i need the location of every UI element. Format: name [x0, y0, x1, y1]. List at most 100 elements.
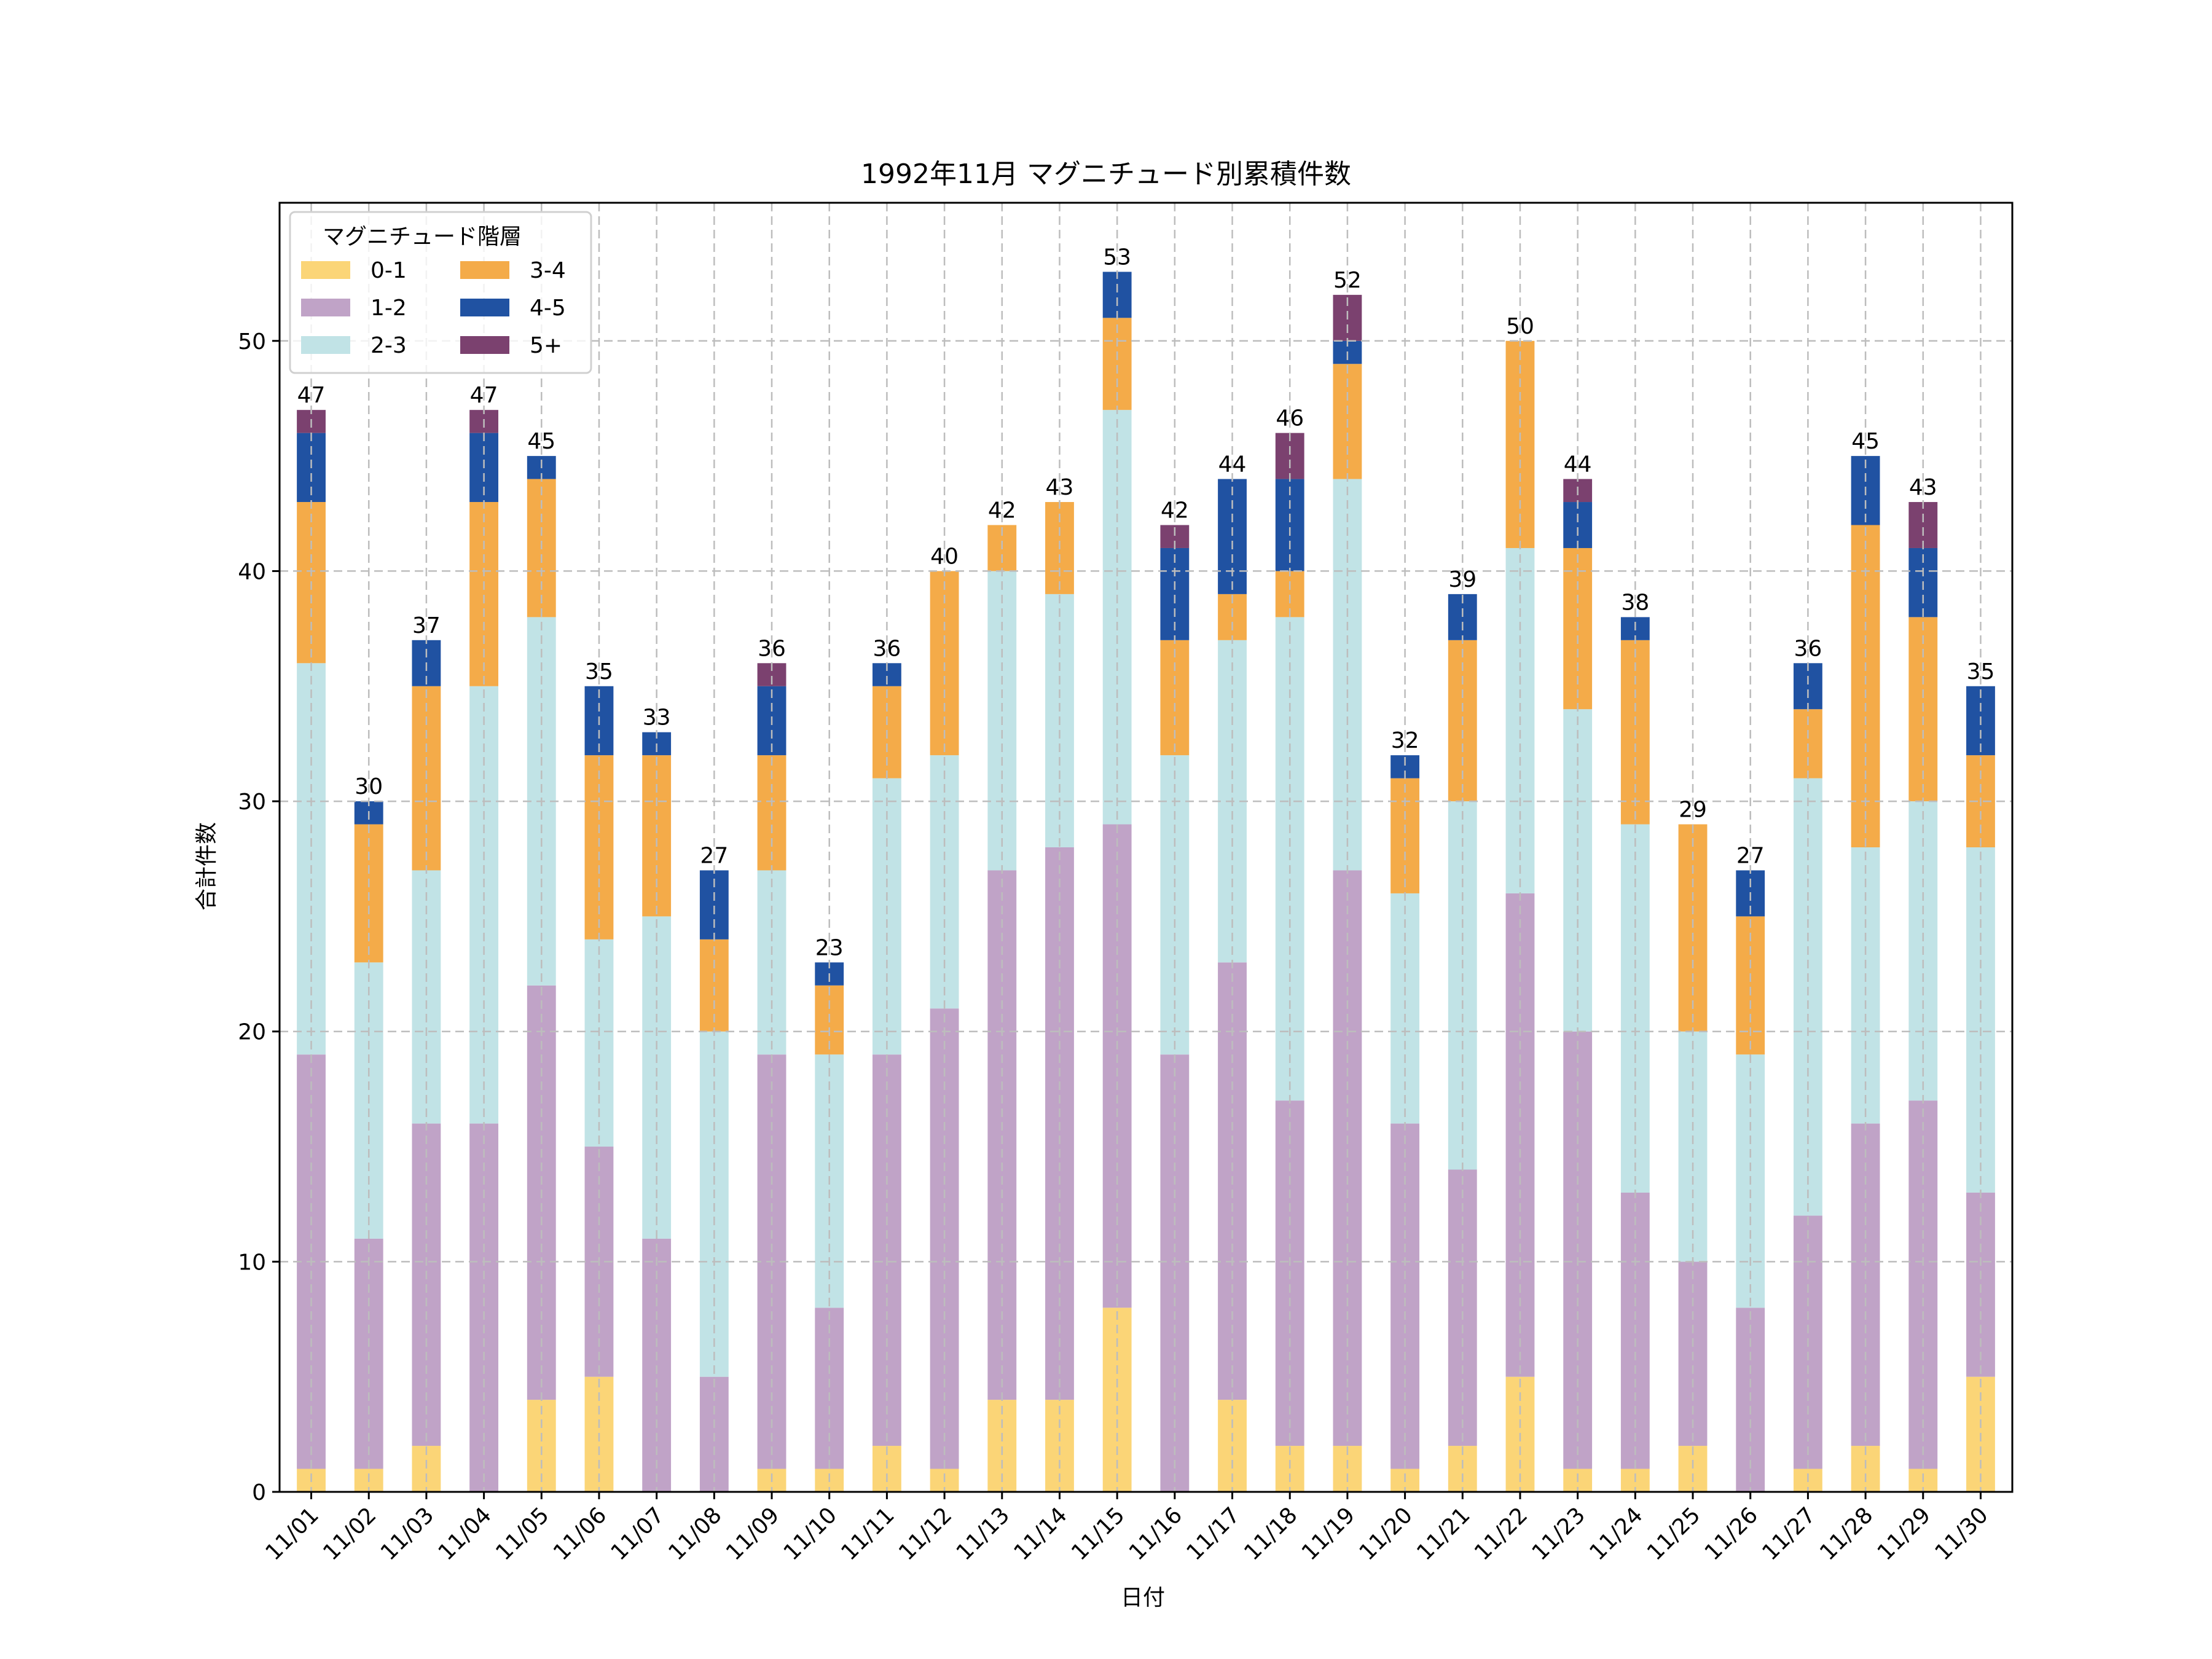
total-label-11-30: 35 [1967, 659, 1995, 684]
total-label-11-22: 50 [1506, 314, 1534, 339]
bar-segment-11-11-2-3 [872, 778, 901, 1055]
x-tick-label: 11/03 [376, 1502, 439, 1565]
total-label-11-10: 23 [815, 935, 844, 960]
total-label-11-29: 43 [1909, 475, 1937, 500]
x-tick-label: 11/01 [261, 1502, 324, 1565]
x-tick-label: 11/24 [1585, 1502, 1647, 1565]
total-label-11-01: 47 [297, 383, 326, 408]
legend-swatch-5plus [460, 336, 509, 354]
total-label-11-12: 40 [930, 544, 959, 569]
y-tick-label: 50 [238, 329, 266, 355]
total-label-11-28: 45 [1851, 429, 1880, 454]
x-tick-label: 11/17 [1182, 1502, 1245, 1565]
bar-segment-11-07-2-3 [642, 916, 672, 1239]
bar-segment-11-04-1-2 [469, 1123, 499, 1492]
x-tick-label: 11/29 [1873, 1502, 1936, 1565]
legend-swatch-3-4 [460, 261, 509, 279]
total-label-11-13: 42 [988, 498, 1016, 524]
total-label-11-19: 52 [1333, 268, 1362, 293]
total-label-11-09: 36 [758, 636, 786, 661]
bar-segment-11-21-2-3 [1448, 801, 1477, 1170]
bar-segment-11-23-4-5 [1563, 502, 1593, 548]
legend-title: マグニチュード階層 [323, 224, 522, 249]
axes-frame [278, 202, 2014, 1493]
bar-segment-11-10-1-2 [815, 1308, 844, 1469]
x-tick-label: 11/06 [549, 1502, 611, 1565]
total-label-11-05: 45 [527, 429, 555, 454]
plot-area: 47 30 37 47 45 35 33 27 36 23 36 40 42 43 53 42 44 46 52 32… [238, 202, 2014, 1566]
x-tick-label: 11/13 [952, 1502, 1014, 1565]
x-tick-label: 11/22 [1470, 1502, 1532, 1565]
bar-segment-11-28-3-4 [1851, 525, 1880, 847]
x-tick-label: 11/20 [1355, 1502, 1418, 1565]
legend-label-0-1: 0-1 [371, 258, 407, 283]
legend-swatch-1-2 [301, 299, 350, 316]
x-tick-label: 11/30 [1930, 1502, 1993, 1565]
y-tick-label: 0 [252, 1480, 266, 1505]
x-tick-label: 11/26 [1700, 1502, 1763, 1565]
x-tick-label: 11/04 [434, 1502, 496, 1565]
total-label-11-08: 27 [700, 843, 728, 868]
total-label-11-04: 47 [470, 383, 498, 408]
total-label-11-18: 46 [1276, 406, 1304, 431]
y-tick-label: 30 [238, 790, 266, 815]
legend: マグニチュード階層 0-1 1-2 2-3 3-4 4-5 5+ [289, 211, 592, 374]
bar-segment-11-20-3-4 [1390, 778, 1420, 893]
x-tick-label: 11/11 [836, 1502, 899, 1565]
x-tick-label: 11/16 [1124, 1502, 1187, 1565]
x-tick-label: 11/09 [721, 1502, 784, 1565]
x-tick-label: 11/15 [1067, 1502, 1129, 1565]
x-tick-label: 11/18 [1239, 1502, 1302, 1565]
bar-segment-11-29-5plus [1908, 502, 1938, 548]
total-label-11-03: 37 [412, 613, 441, 638]
legend-label-4-5: 4-5 [530, 296, 566, 321]
legend-swatch-0-1 [301, 261, 350, 279]
bar-segment-11-17-4-5 [1218, 479, 1247, 594]
x-tick-label: 11/14 [1009, 1502, 1072, 1565]
y-tick-label: 20 [238, 1020, 266, 1045]
bar-segment-11-20-1-2 [1390, 1123, 1420, 1469]
total-label-11-15: 53 [1103, 245, 1131, 270]
legend-frame [289, 211, 592, 374]
total-label-11-06: 35 [585, 659, 613, 684]
x-tick-label: 11/28 [1815, 1502, 1878, 1565]
total-label-11-27: 36 [1794, 636, 1822, 661]
x-tick-label: 11/07 [606, 1502, 669, 1565]
bar-segment-11-07-3-4 [642, 755, 672, 917]
legend-swatch-2-3 [301, 336, 350, 354]
y-axis-label: 合計件数 [194, 822, 219, 911]
x-tick-label: 11/27 [1757, 1502, 1820, 1565]
legend-label-1-2: 1-2 [371, 296, 407, 321]
total-label-11-23: 44 [1564, 452, 1592, 477]
total-label-11-07: 33 [643, 705, 671, 731]
total-label-11-24: 38 [1621, 590, 1649, 615]
x-tick-label: 11/02 [318, 1502, 381, 1565]
bar-segment-11-22-3-4 [1505, 340, 1535, 548]
total-label-11-16: 42 [1161, 498, 1189, 524]
legend-label-2-3: 2-3 [371, 333, 407, 358]
legend-swatch-4-5 [460, 299, 509, 316]
bar-segment-11-15-1-2 [1102, 824, 1132, 1308]
total-label-11-11: 36 [873, 636, 901, 661]
total-label-11-14: 43 [1046, 475, 1074, 500]
bar-segment-11-25-2-3 [1678, 1031, 1708, 1262]
total-label-11-20: 32 [1391, 728, 1419, 753]
bar-segment-11-15-4-5 [1102, 272, 1132, 318]
x-tick-label: 11/23 [1528, 1502, 1590, 1565]
total-label-11-25: 29 [1679, 798, 1707, 823]
y-tick-label: 40 [238, 559, 266, 584]
total-label-11-02: 30 [355, 774, 383, 799]
x-tick-label: 11/08 [664, 1502, 726, 1565]
x-tick-label: 11/12 [894, 1502, 957, 1565]
x-axis-label: 日付 [1121, 1585, 1165, 1610]
x-tick-label: 11/19 [1297, 1502, 1360, 1565]
total-label-11-26: 27 [1736, 843, 1765, 868]
chart-title: 1992年11月 マグニチュード別累積件数 [861, 159, 1351, 190]
total-label-11-21: 39 [1448, 567, 1477, 592]
legend-label-3-4: 3-4 [530, 258, 566, 283]
legend-label-5plus: 5+ [530, 333, 562, 358]
x-tick-label: 11/10 [779, 1502, 842, 1565]
x-tick-label: 11/21 [1412, 1502, 1475, 1565]
y-tick-label: 10 [238, 1250, 266, 1275]
